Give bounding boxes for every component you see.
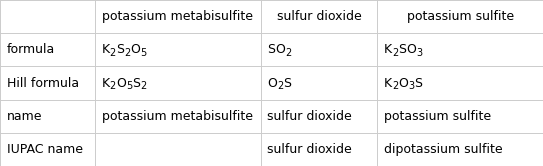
- Text: sulfur dioxide: sulfur dioxide: [267, 143, 352, 156]
- Text: K: K: [102, 43, 110, 56]
- Text: 2: 2: [392, 48, 398, 58]
- Text: 5: 5: [126, 82, 132, 91]
- Text: potassium sulfite: potassium sulfite: [407, 10, 514, 23]
- Text: potassium metabisulfite: potassium metabisulfite: [102, 10, 254, 23]
- Text: sulfur dioxide: sulfur dioxide: [276, 10, 362, 23]
- Text: 2: 2: [140, 82, 146, 91]
- Text: 2: 2: [124, 48, 130, 58]
- Text: potassium metabisulfite: potassium metabisulfite: [102, 110, 252, 123]
- Text: S: S: [132, 77, 140, 89]
- Text: O: O: [116, 77, 126, 89]
- Text: dipotassium sulfite: dipotassium sulfite: [384, 143, 502, 156]
- Text: sulfur dioxide: sulfur dioxide: [267, 110, 352, 123]
- Text: 2: 2: [392, 82, 398, 91]
- Text: formula: formula: [7, 43, 55, 56]
- Text: S: S: [414, 77, 422, 89]
- Text: O: O: [406, 43, 416, 56]
- Text: potassium sulfite: potassium sulfite: [384, 110, 491, 123]
- Text: O: O: [398, 77, 408, 89]
- Text: 5: 5: [140, 48, 146, 58]
- Text: S: S: [283, 77, 291, 89]
- Text: 2: 2: [277, 82, 283, 91]
- Text: IUPAC name: IUPAC name: [7, 143, 83, 156]
- Text: name: name: [7, 110, 42, 123]
- Text: O: O: [267, 77, 277, 89]
- Text: 3: 3: [416, 48, 422, 58]
- Text: K: K: [384, 43, 392, 56]
- Text: 2: 2: [110, 48, 116, 58]
- Text: S: S: [398, 43, 406, 56]
- Text: O: O: [275, 43, 285, 56]
- Text: K: K: [102, 77, 110, 89]
- Text: S: S: [116, 43, 124, 56]
- Text: Hill formula: Hill formula: [7, 77, 79, 89]
- Text: O: O: [130, 43, 140, 56]
- Text: S: S: [267, 43, 275, 56]
- Text: K: K: [384, 77, 392, 89]
- Text: 2: 2: [110, 82, 116, 91]
- Text: 3: 3: [408, 82, 414, 91]
- Text: 2: 2: [285, 48, 291, 58]
